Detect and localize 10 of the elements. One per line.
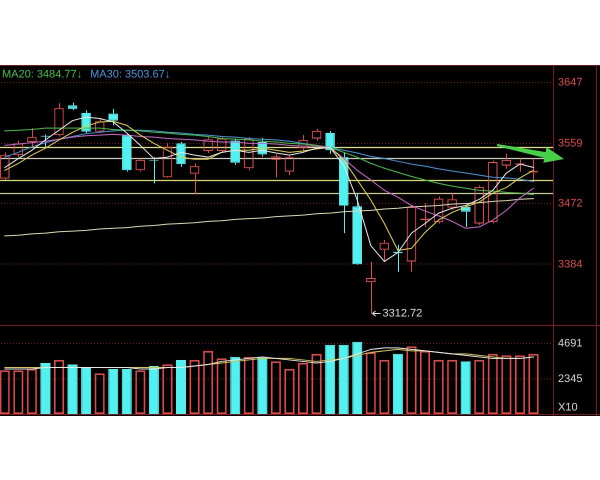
text: MA20: 3484.77↓: [2, 68, 82, 81]
y-tick-label: 3647: [558, 76, 582, 89]
text: MA30: 3503.67↓: [90, 68, 170, 81]
y-tick-label: 3472: [558, 197, 582, 210]
y-tick-label: 4691: [558, 338, 582, 350]
y-axis-title: X10: [558, 402, 578, 414]
y-tick-label: 3384: [558, 258, 582, 270]
annotation: 3312.72: [382, 308, 422, 320]
y-tick-label: 3559: [558, 137, 582, 150]
y-tick-label: 2345: [558, 372, 582, 385]
